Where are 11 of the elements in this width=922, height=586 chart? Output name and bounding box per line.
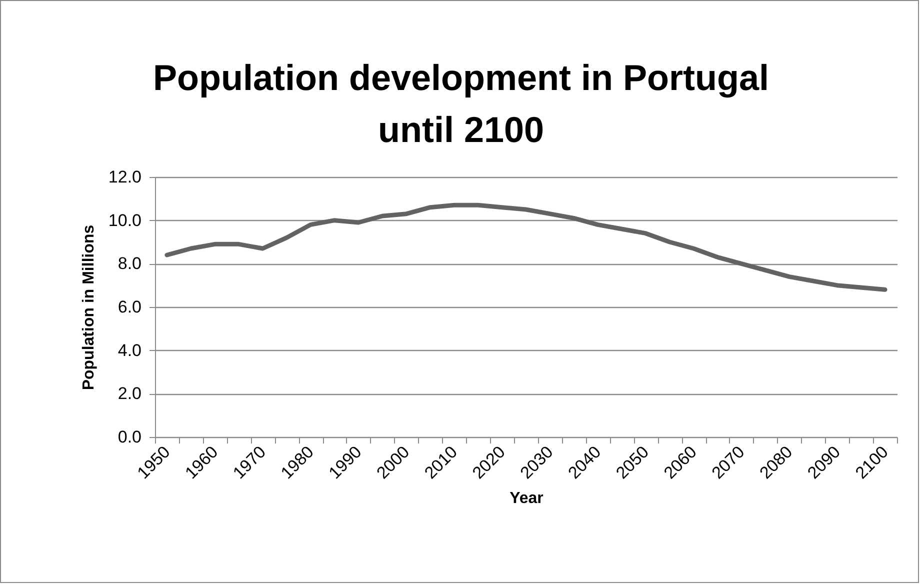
x-axis-title: Year <box>510 490 544 507</box>
y-tick-label: 10.0 <box>108 210 142 230</box>
y-tick-label: 0.0 <box>118 428 142 446</box>
y-tick-label: 6.0 <box>118 298 142 316</box>
y-tick-label: 2.0 <box>118 384 142 404</box>
line-series <box>164 202 888 292</box>
y-tick-label: 12.0 <box>108 168 142 186</box>
y-tick-label: 4.0 <box>118 340 142 360</box>
chart-title: Population development in Portugal until 2100 <box>152 57 770 150</box>
y-axis-title: Population in Millions <box>80 224 98 390</box>
y-tick-label: 8.0 <box>118 254 142 274</box>
